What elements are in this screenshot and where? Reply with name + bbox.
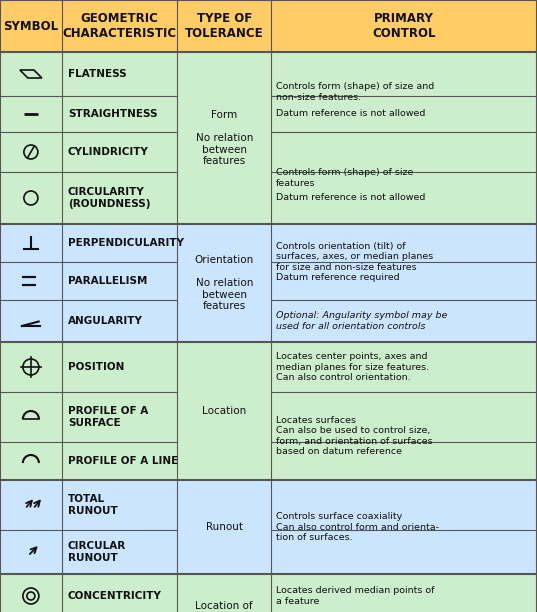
Text: CYLINDRICITY: CYLINDRICITY bbox=[68, 147, 149, 157]
Bar bbox=[0, 574, 537, 612]
Text: TOTAL
RUNOUT: TOTAL RUNOUT bbox=[68, 494, 118, 516]
Bar bbox=[0, 0, 537, 52]
Text: PARALLELISM: PARALLELISM bbox=[68, 276, 147, 286]
Text: PROFILE OF A
SURFACE: PROFILE OF A SURFACE bbox=[68, 406, 148, 428]
Text: Locates surfaces
Can also be used to control size,
form, and orientation of surf: Locates surfaces Can also be used to con… bbox=[276, 416, 433, 456]
Bar bbox=[0, 172, 537, 224]
Text: FLATNESS: FLATNESS bbox=[68, 69, 126, 79]
Bar bbox=[0, 262, 537, 300]
Bar bbox=[0, 342, 537, 392]
Text: Controls surface coaxiality
Can also control form and orienta-
tion of surfaces.: Controls surface coaxiality Can also con… bbox=[276, 512, 439, 542]
Text: CONCENTRICITY: CONCENTRICITY bbox=[68, 591, 162, 601]
Text: GEOMETRIC
CHARACTERISTIC: GEOMETRIC CHARACTERISTIC bbox=[62, 12, 177, 40]
Text: Locates center points, axes and
median planes for size features.
Can also contro: Locates center points, axes and median p… bbox=[276, 352, 429, 382]
Text: PROFILE OF A LINE: PROFILE OF A LINE bbox=[68, 456, 178, 466]
Bar bbox=[0, 530, 537, 574]
Text: PRIMARY
CONTROL: PRIMARY CONTROL bbox=[372, 12, 436, 40]
Text: Datum reference is not allowed: Datum reference is not allowed bbox=[276, 110, 425, 119]
Text: Controls orientation (tilt) of
surfaces, axes, or median planes
for size and non: Controls orientation (tilt) of surfaces,… bbox=[276, 242, 433, 282]
Bar bbox=[0, 52, 537, 96]
Text: STRAIGHTNESS: STRAIGHTNESS bbox=[68, 109, 157, 119]
Bar bbox=[0, 224, 537, 262]
Text: Controls form (shape) of size
features: Controls form (shape) of size features bbox=[276, 168, 413, 188]
Text: CIRCULARITY
(ROUNDNESS): CIRCULARITY (ROUNDNESS) bbox=[68, 187, 150, 209]
Text: Location: Location bbox=[202, 406, 246, 416]
Text: Locates derived median points of
a feature: Locates derived median points of a featu… bbox=[276, 586, 434, 606]
Text: Form

No relation
between
features: Form No relation between features bbox=[195, 110, 253, 166]
Bar bbox=[0, 132, 537, 172]
Text: Controls form (shape) of size and
non-size features.: Controls form (shape) of size and non-si… bbox=[276, 82, 434, 102]
Text: CIRCULAR
RUNOUT: CIRCULAR RUNOUT bbox=[68, 541, 126, 563]
Text: Datum reference is not allowed: Datum reference is not allowed bbox=[276, 193, 425, 203]
Text: PERPENDICULARITY: PERPENDICULARITY bbox=[68, 238, 184, 248]
Bar bbox=[0, 392, 537, 442]
Text: TYPE OF
TOLERANCE: TYPE OF TOLERANCE bbox=[185, 12, 264, 40]
Text: POSITION: POSITION bbox=[68, 362, 124, 372]
Bar bbox=[0, 96, 537, 132]
Bar bbox=[0, 480, 537, 530]
Text: ANGULARITY: ANGULARITY bbox=[68, 316, 143, 326]
Bar bbox=[0, 300, 537, 342]
Text: SYMBOL: SYMBOL bbox=[3, 20, 59, 32]
Text: Location of
derived median
points.: Location of derived median points. bbox=[183, 602, 265, 612]
Text: Orientation

No relation
between
features: Orientation No relation between features bbox=[194, 255, 254, 311]
Text: Optional: Angularity symbol may be
used for all orientation controls: Optional: Angularity symbol may be used … bbox=[276, 312, 447, 330]
Text: Runout: Runout bbox=[206, 522, 243, 532]
Bar bbox=[0, 442, 537, 480]
